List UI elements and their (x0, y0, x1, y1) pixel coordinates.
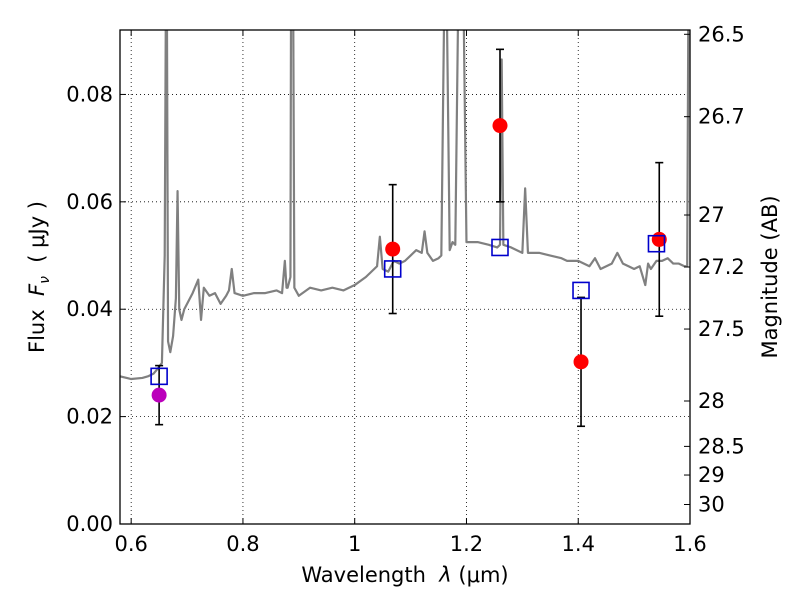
right-tick-label: 27.5 (698, 317, 745, 341)
model-square (647, 234, 666, 253)
right-tick-label: 30 (698, 493, 725, 517)
model-square (572, 281, 590, 300)
observed-point (151, 387, 167, 403)
x-tick-label: 1 (348, 532, 361, 556)
observed-point (385, 241, 401, 257)
y-tick-label: 0.00 (66, 512, 113, 536)
observed-points (151, 118, 667, 403)
y-axis-ticks: 0.00 0.02 0.04 0.06 0.08 (66, 82, 126, 536)
y-tick-label: 0.02 (66, 405, 113, 429)
plot-frame (119, 29, 691, 525)
y-tick-label: 0.08 (66, 82, 113, 106)
x-axis-ticks: 0.6 0.8 1 1.2 1.4 1.6 (114, 30, 707, 556)
right-axis-ticks: 26.5 26.7 27 27.2 27.5 28 28.5 29 30 (684, 22, 745, 517)
right-tick-label: 28.5 (698, 434, 745, 458)
right-axis-label: Magnitude (AB) (758, 195, 782, 358)
y-tick-label: 0.06 (66, 190, 113, 214)
right-tick-label: 26.7 (698, 105, 745, 129)
model-square (150, 367, 168, 386)
spectrum-line (120, 30, 690, 381)
model-square (383, 260, 402, 278)
x-axis-label: Wavelength λ (μm) (301, 563, 508, 587)
y-axis-label: Flux Fν ( μJy ) (25, 201, 53, 353)
right-tick-label: 29 (698, 463, 725, 487)
x-tick-label: 1.2 (450, 532, 483, 556)
model-squares (150, 234, 666, 386)
x-tick-label: 0.6 (114, 532, 147, 556)
x-tick-label: 1.4 (562, 532, 595, 556)
model-square (491, 238, 509, 257)
right-tick-label: 28 (698, 389, 725, 413)
right-tick-label: 26.5 (698, 22, 745, 46)
x-tick-label: 1.6 (673, 532, 706, 556)
observed-point (573, 354, 589, 370)
observed-point (492, 118, 508, 134)
x-tick-label: 0.8 (226, 532, 259, 556)
error-bars (155, 48, 664, 428)
right-tick-label: 27.2 (698, 255, 745, 279)
y-tick-label: 0.04 (66, 297, 113, 321)
model-spectrum (120, 30, 690, 381)
right-tick-label: 27 (698, 203, 725, 227)
grid-lines (120, 30, 690, 524)
